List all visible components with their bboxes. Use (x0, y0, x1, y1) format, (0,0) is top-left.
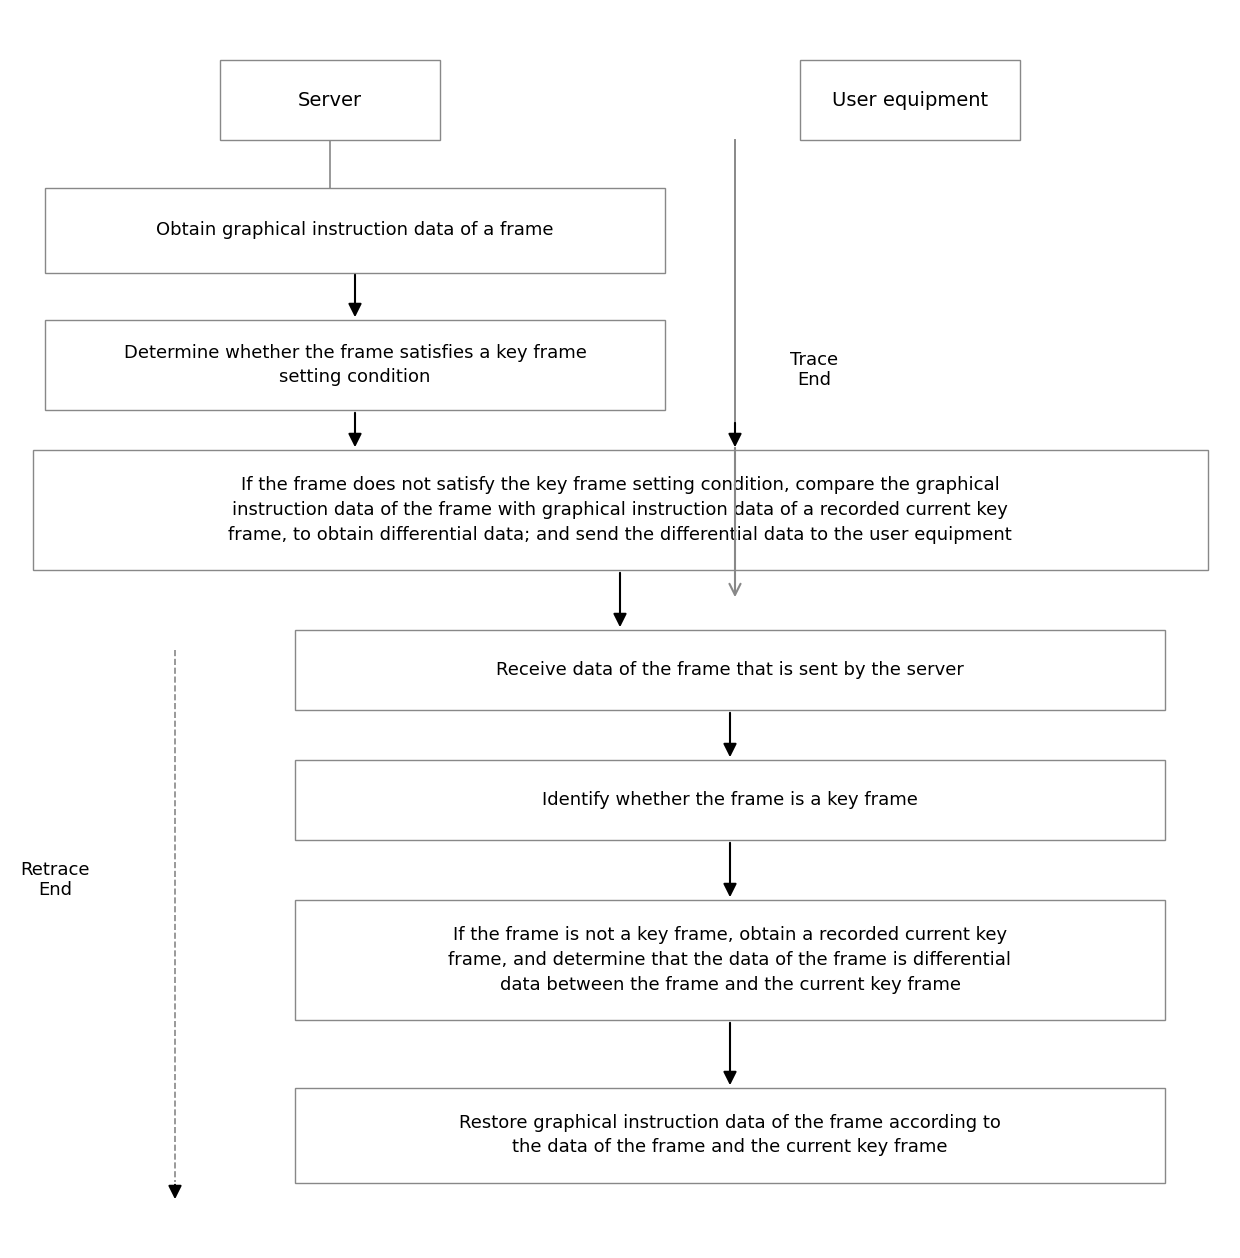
Text: Retrace
End: Retrace End (20, 860, 89, 899)
Text: Identify whether the frame is a key frame: Identify whether the frame is a key fram… (542, 791, 918, 809)
FancyBboxPatch shape (295, 630, 1166, 710)
FancyBboxPatch shape (800, 60, 1021, 140)
FancyBboxPatch shape (45, 187, 665, 273)
FancyBboxPatch shape (32, 450, 1208, 570)
Text: Restore graphical instruction data of the frame according to
the data of the fra: Restore graphical instruction data of th… (459, 1113, 1001, 1156)
Text: Trace
End: Trace End (790, 351, 838, 390)
FancyBboxPatch shape (219, 60, 440, 140)
Text: Server: Server (298, 91, 362, 109)
FancyBboxPatch shape (295, 1087, 1166, 1183)
Text: Obtain graphical instruction data of a frame: Obtain graphical instruction data of a f… (156, 221, 554, 239)
Text: Receive data of the frame that is sent by the server: Receive data of the frame that is sent b… (496, 660, 963, 679)
FancyBboxPatch shape (45, 320, 665, 410)
Text: User equipment: User equipment (832, 91, 988, 109)
FancyBboxPatch shape (295, 899, 1166, 1020)
FancyBboxPatch shape (295, 760, 1166, 840)
Text: If the frame does not satisfy the key frame setting condition, compare the graph: If the frame does not satisfy the key fr… (228, 476, 1012, 543)
Text: If the frame is not a key frame, obtain a recorded current key
frame, and determ: If the frame is not a key frame, obtain … (449, 926, 1012, 994)
Text: Determine whether the frame satisfies a key frame
setting condition: Determine whether the frame satisfies a … (124, 343, 587, 386)
